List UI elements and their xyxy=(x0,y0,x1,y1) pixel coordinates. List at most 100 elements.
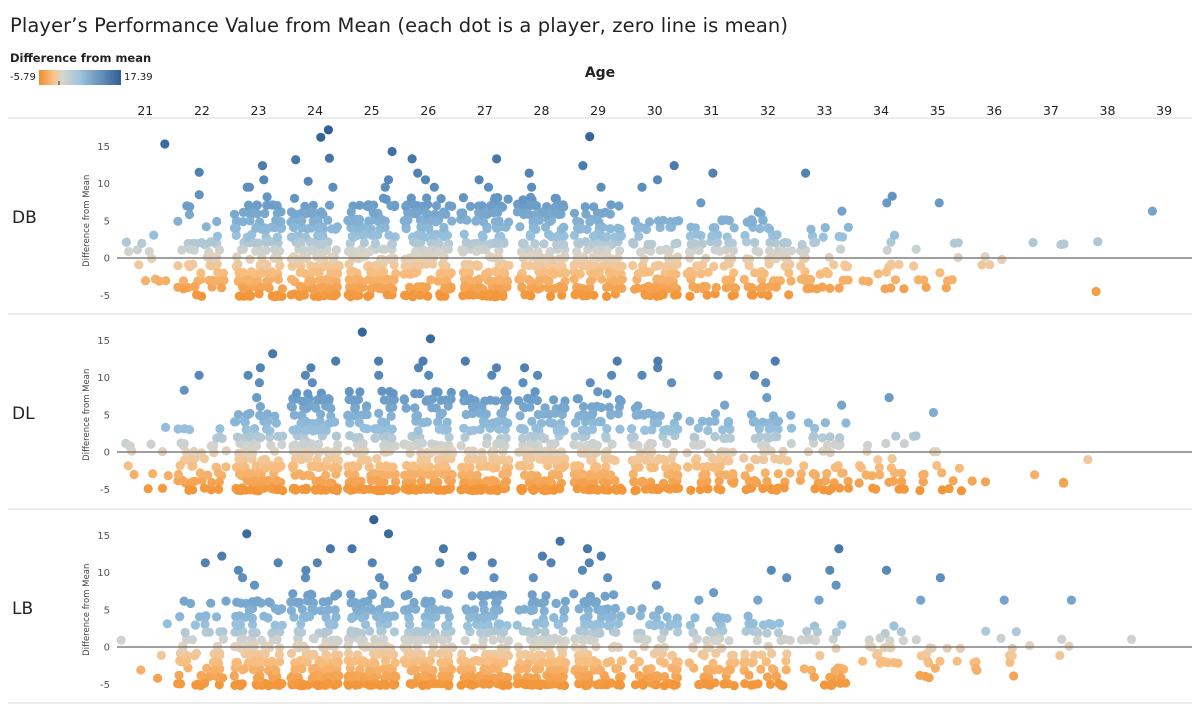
player-dot xyxy=(514,461,525,471)
player-dot xyxy=(985,260,995,270)
player-dot xyxy=(649,621,660,631)
player-dot xyxy=(915,485,925,496)
player-dot xyxy=(557,673,567,683)
player-dot xyxy=(256,433,266,443)
player-dot xyxy=(570,432,580,442)
player-dot xyxy=(537,657,547,668)
player-dot xyxy=(210,665,220,675)
player-dot xyxy=(307,439,317,449)
player-dot xyxy=(634,462,644,472)
player-dot xyxy=(617,656,627,666)
player-dot xyxy=(546,291,556,301)
player-dot xyxy=(465,462,475,472)
player-dot xyxy=(236,244,246,255)
player-dot xyxy=(196,670,206,681)
player-dot xyxy=(803,284,814,294)
player-dot xyxy=(835,678,845,688)
player-dot xyxy=(702,664,713,674)
player-dot xyxy=(837,620,847,630)
player-dot xyxy=(359,238,369,248)
player-dot xyxy=(653,216,664,226)
player-dot xyxy=(457,649,467,659)
player-dot xyxy=(694,595,704,605)
player-dot xyxy=(272,290,282,300)
player-dot xyxy=(144,246,154,257)
player-dot xyxy=(517,433,528,444)
player-dot xyxy=(692,229,702,239)
player-dot xyxy=(206,261,217,271)
player-dot xyxy=(858,276,868,286)
age-tick-label: 33 xyxy=(817,103,833,118)
player-dot xyxy=(214,477,224,487)
player-dot xyxy=(673,627,683,637)
player-dot xyxy=(609,641,620,651)
player-dot xyxy=(458,267,468,277)
player-dot xyxy=(821,266,831,277)
player-dot xyxy=(719,433,729,443)
player-dot xyxy=(346,628,356,638)
player-dot xyxy=(647,425,657,435)
player-dot xyxy=(579,626,590,636)
player-dot xyxy=(781,656,791,666)
player-dot xyxy=(616,275,626,285)
player-dot xyxy=(697,649,707,659)
color-legend-title: Difference from mean xyxy=(10,51,152,65)
player-dot xyxy=(479,217,489,227)
player-dot xyxy=(897,468,907,478)
player-dot xyxy=(275,657,285,667)
player-dot xyxy=(724,238,734,248)
player-dot xyxy=(540,446,551,456)
player-dot xyxy=(956,486,967,496)
player-dot xyxy=(810,484,820,494)
player-dot xyxy=(309,267,319,277)
player-dot xyxy=(288,254,298,264)
player-dot xyxy=(785,468,795,478)
player-dot xyxy=(1064,641,1074,651)
player-dot xyxy=(522,446,532,456)
player-dot xyxy=(708,628,718,639)
player-dot xyxy=(780,247,790,257)
player-dot xyxy=(606,200,616,210)
player-dot xyxy=(479,605,489,615)
player-dot xyxy=(872,650,882,660)
player-dot xyxy=(465,426,475,436)
player-dot xyxy=(558,626,568,636)
player-dot xyxy=(309,649,319,660)
player-dot xyxy=(255,363,265,373)
player-dot xyxy=(574,604,584,614)
player-dot xyxy=(838,468,848,478)
player-dot xyxy=(501,468,511,478)
player-dot xyxy=(512,620,522,630)
player-dot xyxy=(739,453,749,463)
player-dot xyxy=(753,679,763,689)
player-dot xyxy=(615,424,625,434)
player-dot xyxy=(616,611,626,621)
row-label-lb: LB xyxy=(12,599,33,619)
player-dot xyxy=(179,385,189,395)
player-dot xyxy=(264,597,274,607)
player-dot xyxy=(494,424,504,434)
player-dot xyxy=(487,558,497,568)
player-dot xyxy=(310,663,320,673)
player-dot xyxy=(440,461,450,471)
player-dot xyxy=(358,252,368,262)
player-dot xyxy=(376,282,386,293)
y-axis-title: Difference from Mean xyxy=(82,175,92,267)
player-dot xyxy=(666,268,677,278)
player-dot xyxy=(258,455,268,465)
player-dot xyxy=(569,260,579,270)
player-dot xyxy=(391,476,401,487)
player-dot xyxy=(1056,239,1066,250)
player-dot xyxy=(217,283,227,293)
player-dot xyxy=(380,244,390,254)
player-dot xyxy=(709,261,719,272)
player-dot xyxy=(749,650,760,660)
player-dot xyxy=(403,649,413,659)
player-dot xyxy=(721,275,731,285)
player-dot xyxy=(526,231,536,241)
player-dot xyxy=(357,327,367,337)
player-dot xyxy=(786,438,796,449)
player-dot xyxy=(219,275,229,285)
player-dot xyxy=(692,634,702,644)
